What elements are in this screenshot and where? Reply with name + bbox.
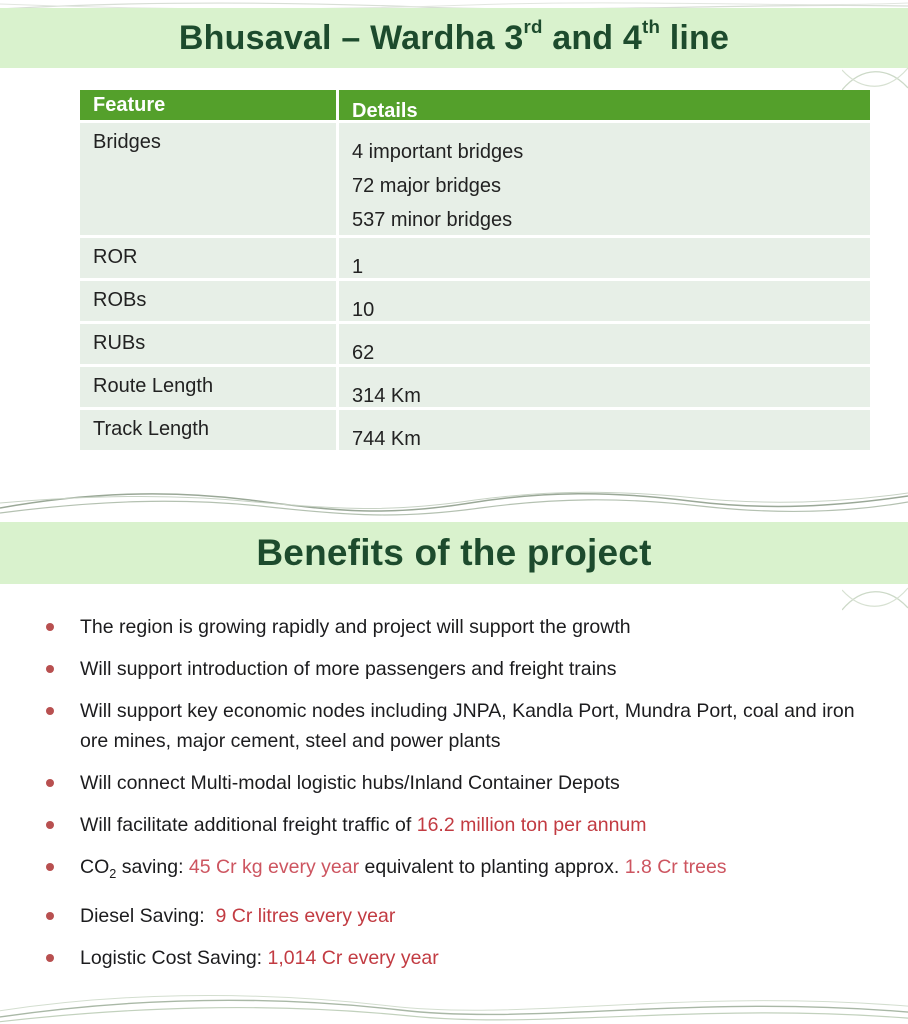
bullet-text: The region is growing rapidly and projec… <box>80 616 631 638</box>
list-item: Will facilitate additional freight traff… <box>44 810 868 840</box>
curl-ornament-icon <box>842 587 908 611</box>
bullet-text: CO2 saving: 45 Cr kg every year equivale… <box>80 856 727 881</box>
detail-line: 10 <box>352 299 375 321</box>
text-segment: Will support key economic nodes includin… <box>80 700 861 752</box>
list-item: The region is growing rapidly and projec… <box>44 612 868 642</box>
table-row: ROR 1 <box>80 238 870 278</box>
wave-divider-bottom <box>0 995 908 1023</box>
table-row: ROBs 10 <box>80 281 870 321</box>
details-cell: 10 <box>339 281 870 321</box>
list-item: CO2 saving: 45 Cr kg every year equivale… <box>44 852 868 889</box>
text-segment: Diesel Saving: <box>80 904 216 927</box>
benefits-band: Benefits of the project <box>0 522 908 584</box>
text-segment: 2 <box>109 866 117 881</box>
detail-line: 72 major bridges <box>352 175 501 197</box>
benefits-heading: Benefits of the project <box>256 532 652 573</box>
feature-cell: ROBs <box>80 281 336 321</box>
table-row: Track Length 744 Km <box>80 410 870 450</box>
bullet-text: Will connect Multi-modal logistic hubs/I… <box>80 772 620 794</box>
list-item: Will connect Multi-modal logistic hubs/I… <box>44 768 868 798</box>
details-cell: 314 Km <box>339 367 870 407</box>
highlight-text: 9 Cr litres every year <box>215 904 396 927</box>
bullet-text: Diesel Saving: 9 Cr litres every year <box>80 905 395 927</box>
column-header-details: Details <box>339 90 870 122</box>
title-superscript-rd: rd <box>523 16 543 38</box>
detail-line: 744 Km <box>352 428 421 450</box>
bullet-dot-icon <box>46 707 54 715</box>
bullet-text: Will support introduction of more passen… <box>80 658 617 680</box>
highlight-text: 16.2 million ton per annum <box>416 814 647 836</box>
title-band: Bhusaval – Wardha 3rd and 4th line <box>0 8 908 68</box>
details-cell: 4 important bridges 72 major bridges 537 m… <box>339 123 870 235</box>
column-header-feature: Feature <box>80 90 336 120</box>
text-segment: Will connect Multi-modal logistic hubs/I… <box>80 772 620 794</box>
bullet-text: Will facilitate additional freight traff… <box>80 814 647 836</box>
feature-cell: Track Length <box>80 410 336 450</box>
text-segment: The region is growing rapidly and projec… <box>80 616 631 638</box>
table-header-row: Feature Details <box>80 90 870 122</box>
bullet-dot-icon <box>46 821 54 829</box>
bullet-dot-icon <box>46 779 54 787</box>
detail-line: 537 minor bridges <box>352 209 513 231</box>
bullet-dot-icon <box>46 665 54 673</box>
title-text: line <box>660 18 730 57</box>
highlight-text: 45 Cr kg every year <box>188 856 365 878</box>
bullet-text: Will support key economic nodes includin… <box>80 700 860 752</box>
text-segment: Will support introduction of more passen… <box>80 658 617 680</box>
detail-line: 1 <box>352 256 364 278</box>
detail-line: 314 Km <box>352 385 421 407</box>
details-cell: 62 <box>339 324 870 364</box>
details-cell: 744 Km <box>339 410 870 450</box>
feature-cell: ROR <box>80 238 336 278</box>
wave-divider-middle <box>0 491 908 516</box>
table-body: Bridges 4 important bridges 72 major bridg… <box>80 123 870 450</box>
text-segment: Will facilitate additional freight traff… <box>80 814 417 836</box>
bullet-dot-icon <box>46 863 54 871</box>
detail-line: 4 important bridges <box>352 141 524 163</box>
project-feature-table: Feature Details Bridges 4 important bridg… <box>80 90 870 450</box>
feature-cell: Bridges <box>80 123 336 235</box>
bullet-dot-icon <box>46 911 54 920</box>
feature-cell: RUBs <box>80 324 336 364</box>
bullet-dot-icon <box>46 623 54 631</box>
highlight-text: 1,014 Cr every year <box>267 946 439 969</box>
bullet-text: Logistic Cost Saving: 1,014 Cr every yea… <box>80 947 439 969</box>
text-segment: saving: <box>116 856 189 878</box>
text-segment: Logistic Cost Saving: <box>80 946 268 969</box>
table-row: Route Length 314 Km <box>80 367 870 407</box>
detail-line: 62 <box>352 342 375 364</box>
title-text: and 4 <box>542 18 643 57</box>
bullet-dot-icon <box>46 953 54 962</box>
table-row: RUBs 62 <box>80 324 870 364</box>
list-item: Will support key economic nodes includin… <box>44 696 868 756</box>
list-item: Will support introduction of more passen… <box>44 654 868 684</box>
list-item: Diesel Saving: 9 Cr litres every year <box>44 901 868 931</box>
text-segment: equivalent to planting approx. <box>364 856 625 878</box>
text-segment: CO <box>80 856 110 878</box>
title-text: Bhusaval – Wardha 3 <box>178 18 524 57</box>
page-title: Bhusaval – Wardha 3rd and 4th line <box>178 16 730 58</box>
feature-cell: Route Length <box>80 367 336 407</box>
highlight-text: 1.8 Cr trees <box>624 856 727 878</box>
table-row: Bridges 4 important bridges 72 major bridg… <box>80 123 870 235</box>
benefits-list: The region is growing rapidly and projec… <box>44 612 868 985</box>
title-superscript-th: th <box>642 16 661 38</box>
list-item: Logistic Cost Saving: 1,014 Cr every yea… <box>44 943 868 973</box>
details-cell: 1 <box>339 238 870 278</box>
